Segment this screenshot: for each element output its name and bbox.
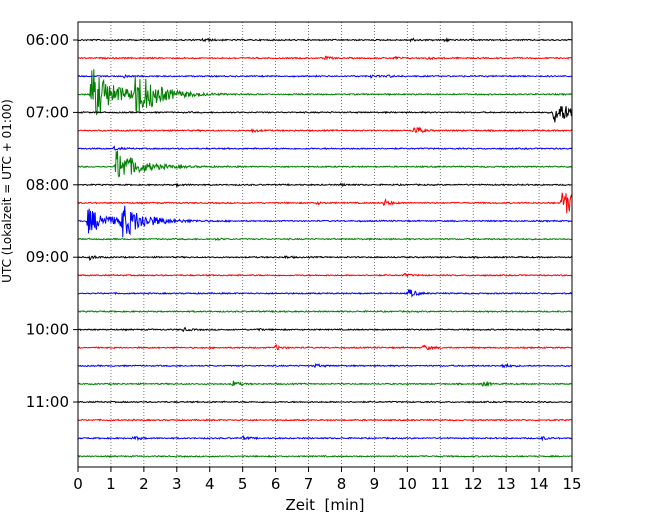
trace-0630 (77, 74, 573, 79)
trace-0700 (77, 106, 573, 123)
x-tick-label: 9 (370, 475, 380, 493)
trace-0730 (78, 145, 573, 151)
trace-1115 (77, 418, 573, 422)
trace-0930 (77, 289, 573, 298)
x-tick-label: 10 (398, 475, 417, 493)
y-tick-label: 06:00 (26, 31, 69, 49)
trace-0645 (77, 69, 573, 116)
trace-1145 (77, 454, 573, 458)
x-axis-label: Zeit [min] (285, 496, 364, 514)
x-tick-label: 15 (562, 475, 581, 493)
trace-1000 (77, 327, 573, 333)
x-tick-label: 13 (497, 475, 516, 493)
x-tick-label: 8 (337, 475, 347, 493)
grid-lines (110, 22, 540, 467)
trace-1100 (77, 400, 573, 404)
x-tick-label: 7 (304, 475, 314, 493)
x-tick-label: 1 (106, 475, 116, 493)
trace-0600 (77, 36, 573, 43)
y-tick-label: 08:00 (26, 176, 69, 194)
y-tick-label: 10:00 (26, 321, 69, 339)
x-tick-label: 0 (73, 475, 83, 493)
x-tick-label: 11 (431, 475, 450, 493)
y-axis-ticks: 06:00 07:00 08:00 09:00 10:00 11:00 (26, 31, 78, 411)
trace-0615 (77, 55, 573, 61)
trace-0715 (77, 126, 573, 134)
trace-0815 (77, 192, 573, 214)
x-axis-ticks: 0 1 2 3 4 5 6 7 8 9 10 11 12 13 14 15 (73, 467, 582, 493)
trace-1045 (77, 380, 573, 388)
trace-0945 (77, 309, 573, 314)
trace-0845 (77, 237, 573, 241)
x-tick-label: 2 (139, 475, 149, 493)
trace-1015 (77, 344, 573, 351)
trace-0800 (77, 182, 573, 189)
trace-0745 (77, 150, 573, 178)
x-tick-label: 14 (530, 475, 549, 493)
y-tick-label: 07:00 (26, 103, 69, 121)
y-tick-label: 09:00 (26, 248, 69, 266)
trace-0830 (77, 205, 573, 238)
x-tick-label: 3 (172, 475, 182, 493)
trace-1030 (77, 362, 573, 369)
x-tick-label: 12 (464, 475, 483, 493)
y-tick-label: 11:00 (26, 393, 69, 411)
x-tick-label: 6 (271, 475, 281, 493)
trace-0900 (77, 255, 573, 261)
x-tick-label: 5 (238, 475, 248, 493)
trace-0915 (77, 273, 573, 278)
plot-frame (77, 21, 573, 468)
trace-1130 (77, 435, 573, 442)
x-tick-label: 4 (205, 475, 215, 493)
trace-lines (77, 36, 573, 458)
y-axis-label: UTC (Lokalzeit = UTC + 01:00) (0, 99, 14, 283)
